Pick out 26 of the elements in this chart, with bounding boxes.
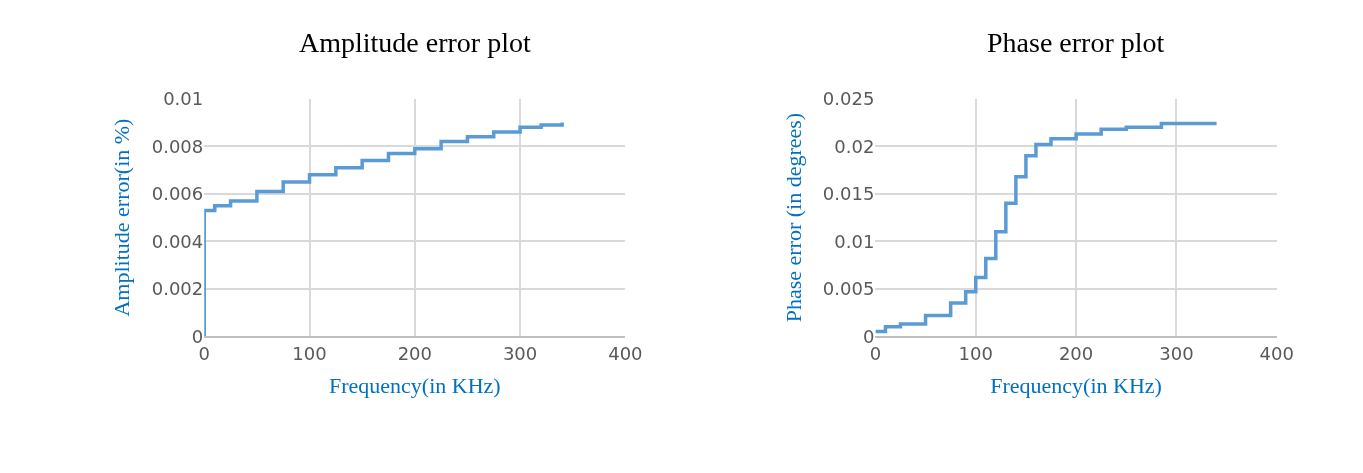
y-tick-label: 0.025: [822, 88, 875, 110]
x-tick-label: 200: [397, 342, 432, 364]
y-tick-label: 0.02: [834, 135, 875, 157]
x-tick-label: 400: [1259, 342, 1294, 364]
x-axis-title: Frequency(in KHz): [328, 373, 501, 399]
y-tick-label: 0.01: [163, 88, 204, 110]
y-axis-title: Amplitude error(in %): [109, 118, 135, 317]
x-tick-label: 400: [608, 342, 643, 364]
x-axis-title: Frequency(in KHz): [990, 373, 1162, 399]
chart-title: Phase error plot: [987, 27, 1165, 58]
y-tick-label: 0.01: [834, 230, 875, 252]
y-tick-label: 0.002: [151, 278, 204, 300]
y-tick-label: 0.015: [822, 183, 875, 205]
y-axis-title: Phase error (in degrees): [780, 112, 806, 323]
y-tick-label: 0: [191, 325, 204, 347]
y-tick-label: 0: [862, 325, 875, 347]
x-tick-label: 200: [1058, 342, 1094, 364]
x-tick-label: 300: [1159, 342, 1194, 364]
y-tick-label: 0.006: [151, 183, 204, 205]
x-tick-label: 100: [958, 342, 993, 364]
x-tick-label: 300: [502, 342, 538, 364]
chart-title: Amplitude error plot: [299, 27, 531, 58]
y-tick-label: 0.004: [151, 230, 204, 252]
y-tick-label: 0.008: [151, 135, 204, 157]
x-tick-label: 100: [292, 342, 327, 364]
y-tick-label: 0.005: [822, 278, 875, 300]
